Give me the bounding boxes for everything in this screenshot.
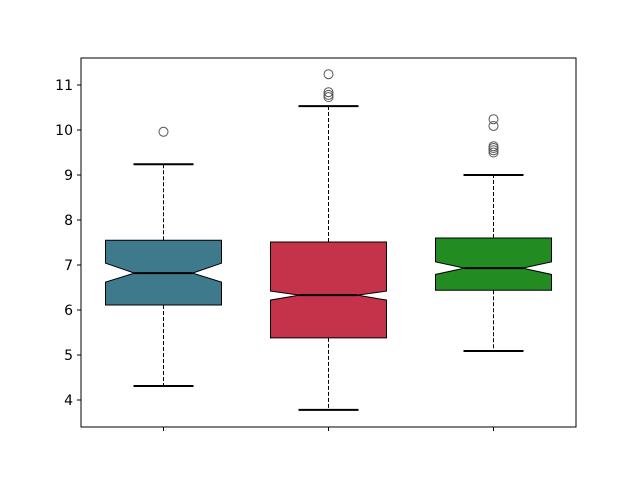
y-tick-label: 10 — [55, 123, 73, 139]
plot-area — [105, 69, 552, 431]
y-tick-label: 8 — [64, 213, 73, 229]
box-group-1 — [105, 126, 222, 431]
outlier-point — [158, 126, 169, 137]
y-tick-label: 9 — [64, 168, 73, 184]
y-tick-label: 11 — [55, 78, 73, 94]
outlier-point — [488, 145, 499, 156]
y-tick-label: 6 — [64, 303, 73, 319]
y-tick-label: 7 — [64, 258, 73, 274]
box — [435, 237, 552, 291]
box-group-3 — [435, 114, 552, 431]
outlier-point — [323, 69, 334, 80]
outlier-point — [323, 92, 334, 103]
outlier-point — [323, 87, 334, 98]
outlier-point — [488, 120, 499, 131]
axes-frame — [80, 57, 577, 428]
outlier-point — [488, 143, 499, 153]
y-tick-label: 5 — [64, 348, 73, 364]
y-tick-label: 4 — [64, 393, 73, 409]
outlier-point — [323, 89, 334, 100]
outlier-point — [488, 114, 499, 125]
box — [270, 241, 387, 339]
box-group-2 — [270, 69, 387, 431]
outlier-point — [488, 147, 499, 158]
y-axis: 4 5 6 7 8 9 10 11 — [55, 78, 81, 409]
